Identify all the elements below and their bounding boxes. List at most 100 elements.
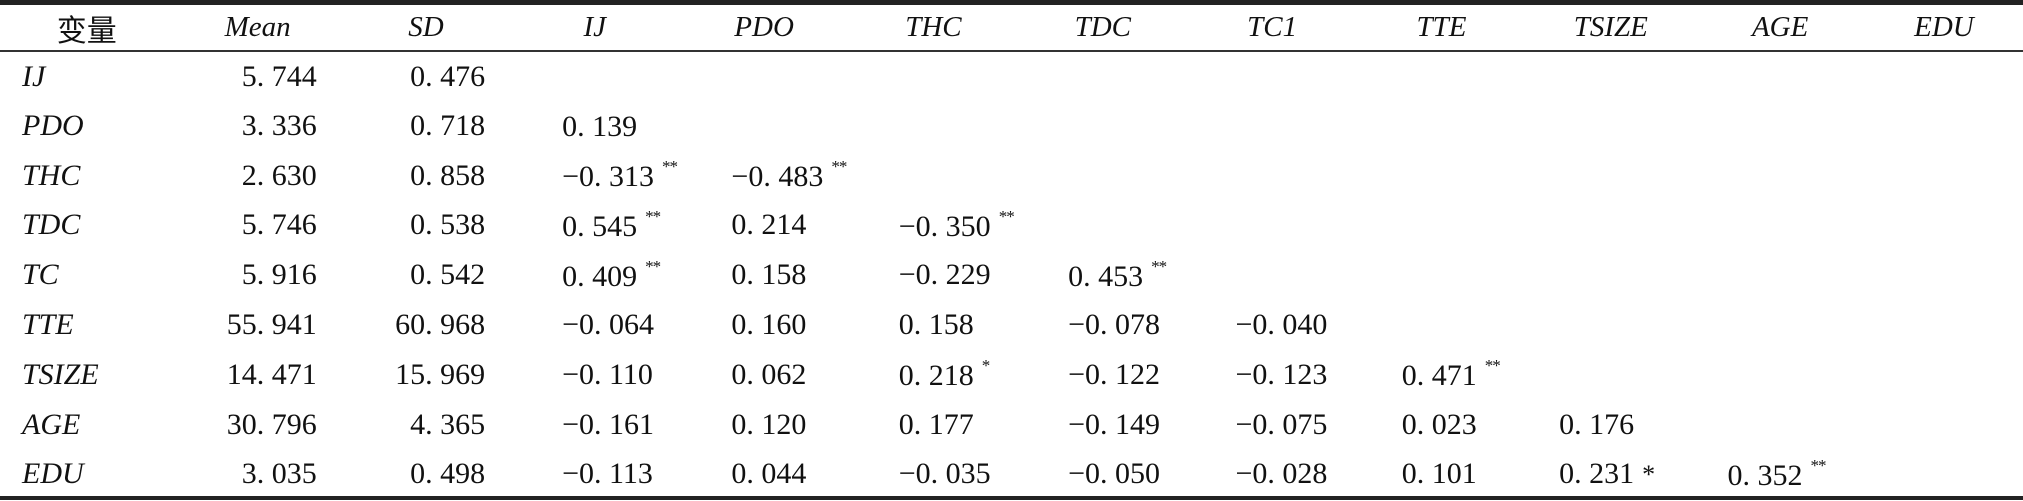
tte-cell <box>1357 250 1526 300</box>
thc-cell: 0. 177 <box>849 400 1018 450</box>
edu-cell <box>1865 201 2023 251</box>
mean-cell: 5. 746 <box>241 208 317 242</box>
significance-marker: ** <box>662 157 678 177</box>
thc-cell: 0. 218 * <box>849 350 1018 400</box>
ij-value: −0. 110 <box>562 357 653 391</box>
thc-cell: −0. 229 <box>849 250 1018 300</box>
tte-cell <box>1357 300 1526 350</box>
row-label: TDC <box>22 208 81 242</box>
age-cell <box>1695 350 1864 400</box>
tc-value: −0. 123 <box>1235 357 1328 391</box>
tsize-cell: 0. 176 <box>1526 400 1695 450</box>
ij-cell: 0. 139 <box>510 101 679 151</box>
sd-cell: 0. 858 <box>410 158 486 192</box>
thc-value: 0. 177 <box>898 407 974 441</box>
thc-cell: 0. 158 <box>849 300 1018 350</box>
ij-value: 0. 139 <box>562 110 638 144</box>
table-row: TDC 5. 746 0. 538 0. 545 ** 0. 214 −0. 35… <box>0 201 2023 251</box>
thc-cell: −0. 035 <box>849 450 1018 500</box>
row-label: TTE <box>22 308 74 342</box>
pdo-value: 0. 214 <box>731 208 807 242</box>
column-header-sd: SD <box>408 11 444 43</box>
pdo-cell: 0. 160 <box>679 300 848 350</box>
header-rule <box>0 50 2023 52</box>
tsize-cell <box>1526 151 1695 201</box>
column-header-ij: IJ <box>583 11 607 43</box>
pdo-cell: 0. 044 <box>679 450 848 500</box>
tdc-cell <box>1018 201 1187 251</box>
pdo-cell: 0. 120 <box>679 400 848 450</box>
significance-marker: ** <box>1484 356 1501 376</box>
edu-cell <box>1865 151 2023 201</box>
ij-cell: 0. 409 ** <box>510 250 679 300</box>
column-header-age: AGE <box>1751 11 1809 43</box>
ij-cell: −0. 313 ** <box>510 151 679 201</box>
ij-value: −0. 161 <box>562 407 654 441</box>
mean-cell: 5. 916 <box>241 258 317 292</box>
thc-cell: −0. 350 ** <box>849 201 1018 251</box>
tsize-cell <box>1526 101 1695 151</box>
tc-cell: −0. 040 <box>1187 300 1356 350</box>
tc-cell: −0. 123 <box>1187 350 1356 400</box>
mean-cell: 3. 035 <box>241 457 317 491</box>
tsize-cell <box>1526 50 1695 101</box>
tsize-cell <box>1526 250 1695 300</box>
sd-cell: 0. 542 <box>410 258 486 292</box>
thc-cell <box>849 50 1018 101</box>
tdc-cell <box>1018 151 1187 201</box>
pdo-value: 0. 160 <box>731 308 807 342</box>
tc-value: −0. 028 <box>1235 457 1328 491</box>
ij-value: −0. 113 <box>562 457 653 491</box>
tte-value: 0. 471 <box>1401 359 1477 393</box>
pdo-cell: 0. 214 <box>679 201 848 251</box>
correlation-table: 变量 Mean SD IJ PDO THC TDC TC1 TTE TSIZE … <box>0 5 2023 499</box>
table-row: TC 5. 916 0. 542 0. 409 ** 0. 158 −0. 229… <box>0 250 2023 300</box>
age-cell <box>1695 250 1864 300</box>
tte-cell: 0. 023 <box>1357 400 1526 450</box>
row-label: EDU <box>22 457 84 491</box>
pdo-value: 0. 120 <box>731 407 807 441</box>
tsize-cell <box>1526 201 1695 251</box>
pdo-value: 0. 044 <box>731 457 807 491</box>
tte-value: 0. 023 <box>1401 407 1477 441</box>
pdo-cell: 0. 158 <box>679 250 848 300</box>
significance-marker: ** <box>1151 256 1167 276</box>
significance-marker: ** <box>831 157 847 177</box>
ij-cell: −0. 161 <box>510 400 679 450</box>
tdc-cell: 0. 453 ** <box>1018 250 1187 300</box>
edu-cell <box>1865 450 2023 500</box>
tsize-cell: 0. 231 * <box>1526 450 1695 500</box>
ij-cell <box>510 50 679 101</box>
mean-cell: 2. 630 <box>241 158 317 192</box>
tte-cell: 0. 101 <box>1357 450 1526 500</box>
row-label: AGE <box>22 407 81 441</box>
ij-cell: −0. 064 <box>510 300 679 350</box>
thc-value: −0. 350 <box>898 209 991 243</box>
sd-cell: 4. 365 <box>410 407 486 441</box>
tdc-cell: −0. 149 <box>1018 400 1187 450</box>
significance-marker: ** <box>645 256 661 276</box>
ij-cell: 0. 545 ** <box>510 201 679 251</box>
tte-cell <box>1357 101 1526 151</box>
sd-cell: 0. 498 <box>410 457 486 491</box>
tdc-value: −0. 050 <box>1068 457 1161 491</box>
pdo-cell <box>679 101 848 151</box>
significance-marker: * <box>981 356 990 376</box>
tdc-cell: −0. 122 <box>1018 350 1187 400</box>
tc-cell: −0. 028 <box>1187 450 1356 500</box>
column-header-tdc: TDC <box>1074 11 1131 43</box>
edu-cell <box>1865 300 2023 350</box>
tc-cell <box>1187 50 1356 101</box>
tdc-cell: −0. 050 <box>1018 450 1187 500</box>
tte-cell <box>1357 201 1526 251</box>
age-cell <box>1695 151 1864 201</box>
tte-cell <box>1357 50 1526 101</box>
age-cell <box>1695 300 1864 350</box>
significance-marker: ** <box>645 206 661 226</box>
tc-cell <box>1187 151 1356 201</box>
mean-cell: 30. 796 <box>226 407 317 441</box>
mean-cell: 3. 336 <box>241 108 317 142</box>
mean-cell: 55. 941 <box>226 308 317 342</box>
thc-value: −0. 229 <box>898 258 991 292</box>
thc-value: 0. 218 <box>898 359 974 393</box>
